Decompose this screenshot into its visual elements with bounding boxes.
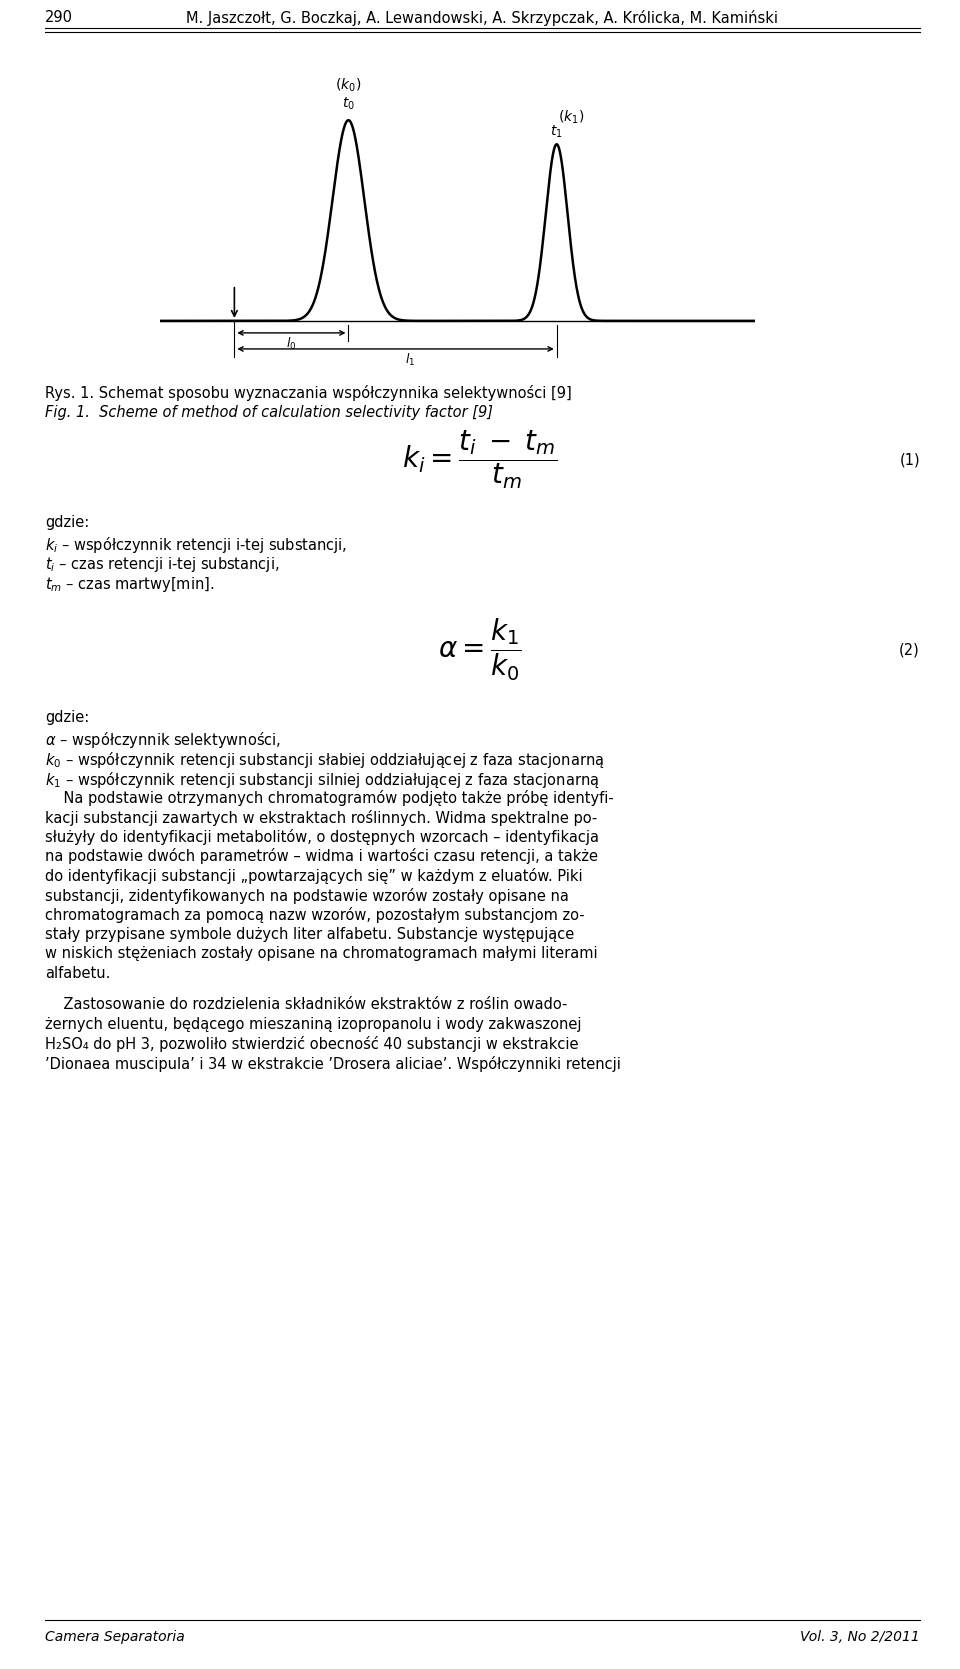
Text: na podstawie dwóch parametrów – widma i wartości czasu retencji, a także: na podstawie dwóch parametrów – widma i … <box>45 848 598 865</box>
Text: Rys. 1. Schemat sposobu wyznaczania współczynnika selektywności [9]: Rys. 1. Schemat sposobu wyznaczania wspó… <box>45 386 572 401</box>
Text: służyły do identyfikacji metabolitów, o dostępnych wzorcach – identyfikacja: służyły do identyfikacji metabolitów, o … <box>45 829 599 845</box>
Text: $t_1$: $t_1$ <box>550 124 563 140</box>
Text: $l_1$: $l_1$ <box>405 352 416 369</box>
Text: H₂SO₄ do pH 3, pozwoliło stwierdzić obecność 40 substancji w ekstrakcie: H₂SO₄ do pH 3, pozwoliło stwierdzić obec… <box>45 1036 579 1051</box>
Text: (1): (1) <box>900 452 920 467</box>
Text: $k_1$ – współczynnik retencji substancji silniej oddziałującej z faza stacjonarn: $k_1$ – współczynnik retencji substancji… <box>45 769 600 789</box>
Text: Camera Separatoria: Camera Separatoria <box>45 1631 184 1644</box>
Text: (2): (2) <box>900 643 920 658</box>
Text: $t_m$ – czas martwy[min].: $t_m$ – czas martwy[min]. <box>45 576 214 594</box>
Text: Vol. 3, No 2/2011: Vol. 3, No 2/2011 <box>801 1631 920 1644</box>
Text: $(k_0)$: $(k_0)$ <box>335 77 362 93</box>
Text: chromatogramach za pomocą nazw wzorów, pozostałym substancjom zo-: chromatogramach za pomocą nazw wzorów, p… <box>45 906 585 923</box>
Text: stały przypisane symbole dużych liter alfabetu. Substancje występujące: stały przypisane symbole dużych liter al… <box>45 926 574 941</box>
Text: w niskich stężeniach zostały opisane na chromatogramach małymi literami: w niskich stężeniach zostały opisane na … <box>45 946 598 961</box>
Text: gdzie:: gdzie: <box>45 709 89 724</box>
Text: $(k_1)$: $(k_1)$ <box>559 108 585 127</box>
Text: M. Jaszczołt, G. Boczkaj, A. Lewandowski, A. Skrzypczak, A. Królicka, M. Kamińsk: M. Jaszczołt, G. Boczkaj, A. Lewandowski… <box>186 10 779 27</box>
Text: $\alpha = \dfrac{k_1}{k_0}$: $\alpha = \dfrac{k_1}{k_0}$ <box>438 618 522 683</box>
Text: substancji, zidentyfikowanych na podstawie wzorów zostały opisane na: substancji, zidentyfikowanych na podstaw… <box>45 888 569 903</box>
Text: ’Dionaea muscipula’ i 34 w ekstrakcie ’Drosera aliciae’. Współczynniki retencji: ’Dionaea muscipula’ i 34 w ekstrakcie ’D… <box>45 1055 621 1071</box>
Text: $t_i$ – czas retencji i-tej substancji,: $t_i$ – czas retencji i-tej substancji, <box>45 556 279 574</box>
Text: żernych eluentu, będącego mieszaniną izopropanolu i wody zakwaszonej: żernych eluentu, będącego mieszaniną izo… <box>45 1016 582 1031</box>
Text: Zastosowanie do rozdzielenia składników ekstraktów z roślin owado-: Zastosowanie do rozdzielenia składników … <box>45 996 567 1011</box>
Text: Na podstawie otrzymanych chromatogramów podjęto także próbę identyfi-: Na podstawie otrzymanych chromatogramów … <box>45 789 613 806</box>
Text: $k_i$ – współczynnik retencji i-tej substancji,: $k_i$ – współczynnik retencji i-tej subs… <box>45 536 348 556</box>
Text: do identyfikacji substancji „powtarzających się” w każdym z eluatów. Piki: do identyfikacji substancji „powtarzając… <box>45 868 583 885</box>
Text: alfabetu.: alfabetu. <box>45 965 110 980</box>
Text: $k_i = \dfrac{t_i\; -\; t_m}{t_m}$: $k_i = \dfrac{t_i\; -\; t_m}{t_m}$ <box>402 429 558 491</box>
Text: 290: 290 <box>45 10 73 25</box>
Text: $\alpha$ – współczynnik selektywności,: $\alpha$ – współczynnik selektywności, <box>45 729 281 749</box>
Text: gdzie:: gdzie: <box>45 516 89 531</box>
Text: Fig. 1.  Scheme of method of calculation selectivity factor [9]: Fig. 1. Scheme of method of calculation … <box>45 406 493 421</box>
Text: $k_0$ – współczynnik retencji substancji słabiej oddziałującej z faza stacjonarn: $k_0$ – współczynnik retencji substancji… <box>45 749 605 769</box>
Text: $t_0$: $t_0$ <box>342 95 355 112</box>
Text: $l_0$: $l_0$ <box>286 335 297 352</box>
Text: kacji substancji zawartych w ekstraktach roślinnych. Widma spektralne po-: kacji substancji zawartych w ekstraktach… <box>45 809 597 826</box>
